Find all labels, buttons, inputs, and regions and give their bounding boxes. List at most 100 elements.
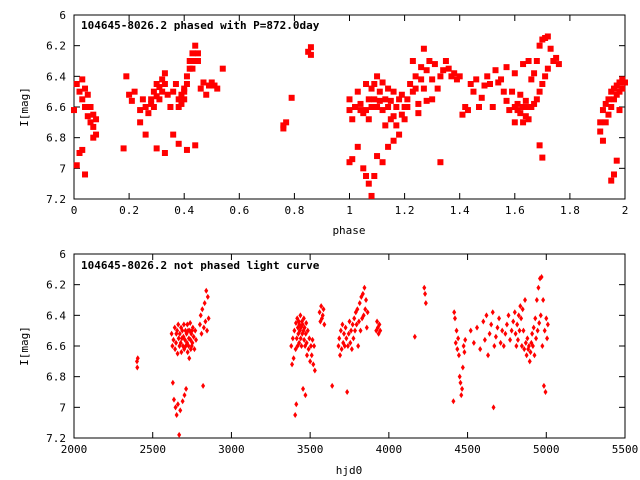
data-point-unphased xyxy=(423,290,428,297)
data-point-phased xyxy=(164,91,171,98)
data-point-phased xyxy=(409,88,416,95)
data-point-phased xyxy=(376,97,383,104)
data-point-phased xyxy=(192,142,199,149)
data-point-phased xyxy=(390,88,397,95)
data-point-phased xyxy=(346,107,353,114)
data-point-phased xyxy=(393,104,400,110)
data-point-unphased xyxy=(453,339,458,346)
data-point-unphased xyxy=(311,361,316,368)
data-point-unphased xyxy=(357,300,362,307)
data-point-phased xyxy=(368,85,375,92)
data-point-unphased xyxy=(497,315,502,322)
data-point-phased xyxy=(597,119,604,126)
data-point-unphased xyxy=(187,355,192,362)
data-point-phased xyxy=(544,33,551,40)
data-point-phased xyxy=(610,85,617,92)
data-point-phased xyxy=(153,145,160,152)
data-point-phased xyxy=(79,76,86,83)
data-point-phased xyxy=(597,128,604,135)
data-point-phased xyxy=(514,107,521,114)
data-point-unphased xyxy=(351,335,356,342)
data-point-phased xyxy=(533,58,540,64)
data-point-phased xyxy=(349,156,356,163)
data-point-unphased xyxy=(475,324,480,331)
data-point-unphased xyxy=(486,352,491,359)
data-point-phased xyxy=(550,58,557,64)
data-point-unphased xyxy=(302,324,307,331)
data-point-unphased xyxy=(200,306,205,313)
data-point-unphased xyxy=(177,330,182,337)
y-tick-label-phased: 6.4 xyxy=(46,70,66,83)
data-point-unphased xyxy=(493,333,498,340)
data-point-unphased xyxy=(545,335,550,342)
data-points-unphased xyxy=(134,274,550,438)
data-point-unphased xyxy=(201,382,206,389)
data-point-unphased xyxy=(456,352,461,359)
data-point-unphased xyxy=(340,321,345,328)
data-point-phased xyxy=(181,96,188,103)
data-point-phased xyxy=(368,104,375,110)
data-point-phased xyxy=(431,61,438,68)
data-point-phased xyxy=(137,119,144,126)
data-point-phased xyxy=(423,67,430,74)
data-point-phased xyxy=(280,122,287,129)
data-point-phased xyxy=(608,104,615,110)
axis-ticks-unphased xyxy=(73,253,626,439)
data-point-unphased xyxy=(173,346,178,353)
data-point-unphased xyxy=(178,407,183,414)
x-tick-label-phased: 0.4 xyxy=(174,204,194,217)
data-point-unphased xyxy=(312,367,317,374)
data-point-unphased xyxy=(336,343,341,349)
data-point-unphased xyxy=(309,352,314,359)
data-point-unphased xyxy=(514,343,519,349)
data-point-phased xyxy=(139,96,146,103)
data-point-phased xyxy=(357,107,364,114)
data-point-unphased xyxy=(355,306,360,313)
data-point-phased xyxy=(412,85,419,92)
data-point-unphased xyxy=(306,346,311,353)
data-point-phased xyxy=(520,61,527,68)
y-tick-label-unphased: 6.4 xyxy=(46,309,66,322)
data-point-phased xyxy=(536,42,543,49)
data-point-unphased xyxy=(301,315,306,322)
data-point-phased xyxy=(305,48,312,55)
data-point-phased xyxy=(622,79,628,86)
y-tick-label-unphased: 7 xyxy=(59,401,66,414)
data-point-phased xyxy=(156,84,163,91)
data-point-phased xyxy=(150,104,157,110)
data-point-phased xyxy=(181,88,188,95)
data-point-unphased xyxy=(322,321,327,328)
data-point-phased xyxy=(610,96,617,103)
data-point-phased xyxy=(522,97,529,104)
data-point-phased xyxy=(205,82,212,89)
data-point-phased xyxy=(197,85,204,92)
data-point-unphased xyxy=(362,284,367,291)
data-point-phased xyxy=(525,116,532,123)
data-point-phased xyxy=(123,73,130,80)
data-point-phased xyxy=(126,91,133,98)
data-point-phased xyxy=(148,96,155,103)
data-point-phased xyxy=(544,65,551,72)
data-point-phased xyxy=(511,70,518,77)
data-point-unphased xyxy=(344,335,349,342)
data-point-phased xyxy=(522,113,529,120)
data-point-phased xyxy=(442,58,449,64)
data-point-unphased xyxy=(522,346,527,353)
x-tick-label-unphased: 5000 xyxy=(533,443,560,456)
data-point-unphased xyxy=(360,290,365,297)
data-point-unphased xyxy=(490,309,495,316)
data-point-unphased xyxy=(192,346,197,353)
x-axis-label-phased: phase xyxy=(332,224,365,237)
y-axis-label-phased: I[mag] xyxy=(18,87,31,127)
data-point-phased xyxy=(175,96,182,103)
data-point-unphased xyxy=(503,330,508,337)
data-point-phased xyxy=(415,110,422,117)
data-point-phased xyxy=(150,88,157,95)
data-point-unphased xyxy=(523,297,528,303)
data-point-unphased xyxy=(544,315,549,322)
data-point-phased xyxy=(509,88,516,95)
data-point-unphased xyxy=(481,318,486,325)
data-point-unphased xyxy=(190,324,195,331)
y-tick-label-phased: 6 xyxy=(59,9,66,22)
